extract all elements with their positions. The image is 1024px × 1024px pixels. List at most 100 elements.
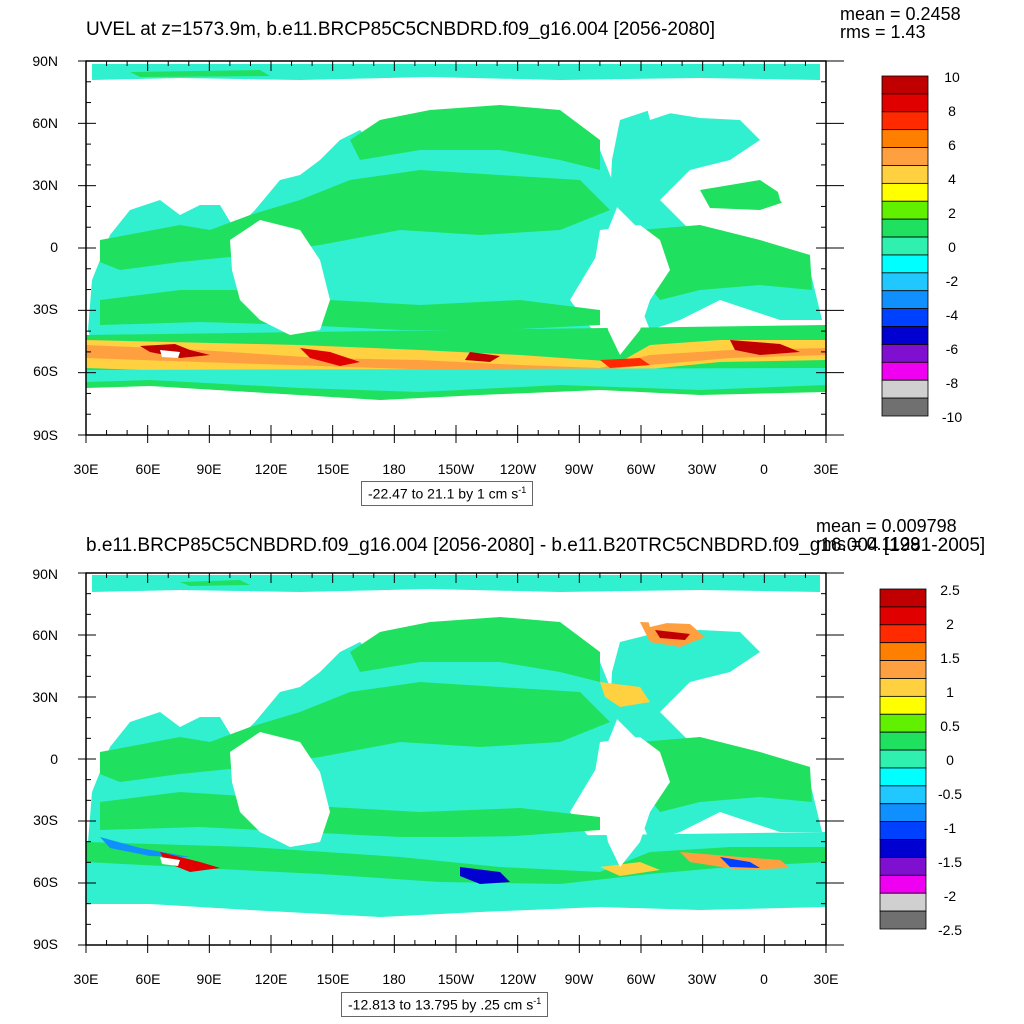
lon-label: 30W [688, 971, 718, 987]
colorbar-label: -8 [946, 375, 959, 391]
lon-label: 0 [760, 971, 768, 987]
colorbar-label: 2.5 [940, 582, 960, 598]
lon-axis-labels: 30E 60E 90E 120E 150E 180 150W 120W 90W … [74, 461, 839, 477]
lon-label: 150E [317, 971, 350, 987]
lat-axis-labels: 90N 60N 30N 0 30S 60S 90S [32, 566, 58, 952]
colorbar-swatch [881, 111, 929, 131]
colorbar-swatch [879, 785, 927, 805]
colorbar-swatch [879, 857, 927, 876]
lon-label: 60E [136, 461, 161, 477]
contour-range-box: -22.47 to 21.1 by 1 cm s-1 [361, 481, 534, 506]
lon-label: 150W [438, 971, 475, 987]
map-field [86, 573, 826, 945]
colorbar-swatch [881, 254, 929, 274]
colorbar-label: -1 [944, 820, 957, 836]
range-text: -22.47 to 21.1 by 1 cm s [368, 485, 519, 502]
mean-label: mean = 0.2458 [840, 4, 961, 24]
colorbar-swatch [881, 272, 929, 292]
colorbar-swatch [881, 218, 929, 238]
lat-label: 0 [50, 751, 58, 767]
colorbar-swatch [881, 200, 929, 220]
colorbar-label: 2 [946, 616, 954, 632]
lon-label: 150E [317, 461, 350, 477]
lon-label: 30E [814, 971, 839, 987]
colorbar-label: -2.5 [938, 922, 962, 938]
lat-label: 30N [32, 689, 58, 705]
map-title: b.e11.BRCP85C5CNBDRD.f09_g16.004 [2056-2… [86, 535, 986, 556]
colorbar-label: -6 [946, 341, 959, 357]
lat-label: 90S [33, 936, 58, 952]
colorbar-swatch [879, 767, 927, 787]
colorbar-swatch [879, 606, 927, 626]
contour-range-box: -12.813 to 13.795 by .25 cm s-1 [341, 992, 549, 1017]
colorbar-swatch [881, 182, 929, 202]
lon-label: 90W [565, 461, 595, 477]
colorbar-swatch [881, 93, 929, 113]
lon-label: 30E [814, 461, 839, 477]
colorbar-swatch [879, 695, 927, 715]
colorbar-swatch [879, 678, 927, 697]
colorbar-swatch [881, 326, 929, 345]
range-unit-exponent: -1 [518, 485, 527, 495]
lat-label: 60S [33, 874, 58, 890]
colorbar-labels: 10 8 6 4 2 0 -2 -4 -6 -8 -10 [942, 69, 962, 425]
lat-axis-labels: 90N 60N 30N 0 30S 60S 90S [32, 53, 58, 443]
colorbar-swatch [881, 75, 929, 95]
colorbar-swatch [879, 839, 927, 858]
stats-block: mean = 0.009798 rms = 0.1129 [816, 517, 957, 553]
colorbar-swatch [881, 236, 929, 256]
rms-label: rms = 1.43 [840, 22, 926, 42]
colorbar-labels: 2.5 2 1.5 1 0.5 0 -0.5 -1 -1.5 -2 -2.5 [938, 582, 962, 938]
colorbar-label: 4 [948, 171, 956, 187]
colorbar-label: -1.5 [938, 854, 962, 870]
lat-label: 60S [33, 363, 58, 379]
colorbar [879, 588, 927, 930]
colorbar [881, 75, 929, 417]
range-text: -12.813 to 13.795 by .25 cm s [348, 996, 534, 1013]
lat-label: 30N [32, 177, 58, 193]
lat-label: 0 [50, 239, 58, 255]
colorbar-label: 1.5 [940, 650, 960, 666]
colorbar-label: 0.5 [940, 718, 960, 734]
lat-label: 90S [33, 427, 58, 443]
colorbar-swatch [881, 361, 929, 381]
stats-block: mean = 0.2458 rms = 1.43 [840, 5, 961, 41]
map-panel-top: UVEL at z=1573.9m, b.e11.BRCP85C5CNBDRD.… [32, 5, 962, 506]
colorbar-swatch [881, 147, 929, 166]
colorbar-swatch [879, 642, 927, 661]
lon-label: 60W [627, 971, 657, 987]
lat-label: 30S [33, 301, 58, 317]
range-unit-exponent: -1 [533, 996, 542, 1006]
colorbar-swatch [879, 731, 927, 751]
colorbar-label: -4 [946, 307, 959, 323]
rms-label: rms = 0.1129 [816, 534, 921, 554]
colorbar-label: -0.5 [938, 786, 962, 802]
colorbar-label: 8 [948, 103, 956, 119]
mean-label: mean = 0.009798 [816, 516, 957, 536]
lon-label: 90E [197, 971, 222, 987]
colorbar-label: -2 [946, 273, 959, 289]
colorbar-swatch [881, 397, 929, 417]
colorbar-swatch [879, 588, 927, 608]
colorbar-label: 1 [946, 684, 954, 700]
lon-label: 180 [382, 971, 406, 987]
lon-axis-labels: 30E 60E 90E 120E 150E 180 150W 120W 90W … [74, 971, 839, 987]
map-figure: 90N 60N 30N 0 30S 60S 90S 30E 60E 90E 12… [32, 53, 962, 477]
lat-label: 60N [32, 627, 58, 643]
map-title: UVEL at z=1573.9m, b.e11.BRCP85C5CNBDRD.… [86, 19, 715, 40]
colorbar-swatch [881, 129, 929, 148]
lat-label: 30S [33, 812, 58, 828]
colorbar-swatch [879, 803, 927, 823]
colorbar-swatch [881, 308, 929, 327]
lon-label: 120W [500, 461, 537, 477]
lon-label: 60E [136, 971, 161, 987]
lon-label: 180 [382, 461, 406, 477]
lon-label: 30E [74, 461, 99, 477]
colorbar-swatch [881, 165, 929, 184]
lat-label: 60N [32, 115, 58, 131]
map-panel-bottom: b.e11.BRCP85C5CNBDRD.f09_g16.004 [2056-2… [0, 512, 1024, 1024]
lon-label: 30W [688, 461, 718, 477]
colorbar-label: 6 [948, 137, 956, 153]
lat-label: 90N [32, 53, 58, 69]
colorbar-label: -10 [942, 409, 962, 425]
